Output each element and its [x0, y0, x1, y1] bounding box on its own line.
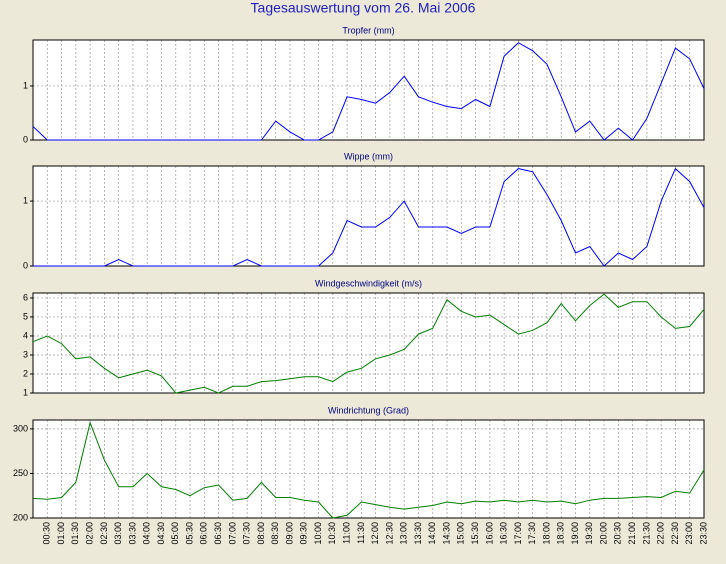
- x-tick-label: 11:30: [356, 522, 366, 544]
- x-tick-label: 17:00: [513, 522, 523, 545]
- y-tick-label: 6: [23, 292, 28, 302]
- x-tick-label: 14:30: [441, 522, 451, 545]
- x-tick-label: 22:30: [670, 522, 680, 545]
- x-tick-label: 05:00: [170, 522, 180, 545]
- data-line: [33, 167, 705, 267]
- x-tick-label: 06:30: [213, 522, 223, 545]
- x-tick-label: 03:00: [113, 522, 123, 545]
- y-tick-label: 1: [23, 195, 28, 205]
- y-tick-label: 5: [23, 311, 28, 321]
- x-tick-label: 14:00: [427, 522, 437, 545]
- data-line: [32, 42, 705, 141]
- x-tick-label: 09:30: [299, 522, 309, 545]
- x-tick-label: 07:00: [227, 522, 237, 545]
- x-tick-label: 04:00: [142, 522, 152, 545]
- plot-frame: [32, 165, 705, 267]
- x-tick-label: 06:00: [199, 522, 209, 545]
- x-tick-label: 08:30: [270, 522, 280, 545]
- x-tick-label: 16:00: [484, 522, 494, 545]
- y-tick-label: 1: [23, 387, 28, 397]
- y-tick-label: 200: [13, 512, 28, 522]
- x-tick-label: 23:00: [684, 522, 694, 545]
- plot-frame: [32, 292, 705, 394]
- x-tick-label: 09:00: [284, 522, 294, 545]
- x-tick-label: 07:30: [241, 522, 251, 545]
- y-tick-label: 250: [13, 468, 28, 478]
- x-tick-label: 11:00: [341, 522, 351, 544]
- x-tick-label: 01:00: [56, 522, 66, 545]
- x-tick-label: 13:00: [399, 522, 409, 545]
- x-tick-label: 15:00: [456, 522, 466, 545]
- y-tick-label: 2: [23, 368, 28, 378]
- plot-area: [32, 292, 705, 394]
- x-tick-label: 12:00: [370, 522, 380, 545]
- x-tick-label: 19:30: [584, 522, 594, 545]
- x-tick-label: 12:30: [384, 522, 394, 545]
- x-tick-label: 18:00: [541, 522, 551, 545]
- plot-area: [32, 419, 705, 519]
- x-tick-label: 02:30: [99, 522, 109, 545]
- x-tick-label: 21:30: [641, 522, 651, 545]
- data-line: [32, 293, 705, 394]
- y-tick-label: 3: [23, 349, 28, 359]
- x-tick-label: 00:30: [42, 522, 52, 545]
- panel-title: Windgeschwindigkeit (m/s): [315, 278, 422, 288]
- plot-frame: [32, 39, 705, 141]
- y-tick-label: 300: [13, 423, 28, 433]
- x-tick-label: 18:30: [556, 522, 566, 545]
- x-tick-label: 22:00: [656, 522, 666, 545]
- x-tick-label: 02:00: [84, 522, 94, 545]
- x-tick-label: 01:30: [70, 522, 80, 545]
- x-tick-label: 04:30: [156, 522, 166, 545]
- y-tick-label: 4: [23, 330, 28, 340]
- y-tick-label: 1: [23, 80, 28, 90]
- y-tick-label: 0: [23, 134, 28, 144]
- data-line: [32, 421, 705, 519]
- x-tick-label: 10:00: [313, 522, 323, 545]
- plot-area: [32, 39, 705, 141]
- x-tick-label: 10:30: [327, 522, 337, 545]
- plot-area: [32, 165, 705, 267]
- panel-title: Windrichtung (Grad): [328, 405, 409, 415]
- y-tick-label: 0: [23, 260, 28, 270]
- x-tick-label: 20:30: [613, 522, 623, 545]
- x-tick-label: 23:30: [698, 522, 708, 545]
- panel-title: Tropfer (mm): [342, 25, 394, 35]
- plot-frame: [32, 419, 705, 519]
- x-tick-label: 08:00: [256, 522, 266, 545]
- x-tick-label: 21:00: [627, 522, 637, 545]
- x-tick-label: 15:30: [470, 522, 480, 545]
- chart-title: Tagesauswertung vom 26. Mai 2006: [251, 0, 476, 16]
- x-tick-label: 05:30: [184, 522, 194, 545]
- x-tick-label: 20:00: [598, 522, 608, 545]
- x-tick-label: 13:30: [413, 522, 423, 545]
- x-tick-label: 19:00: [570, 522, 580, 545]
- x-tick-label: 17:30: [527, 522, 537, 545]
- x-tick-label: 16:30: [498, 522, 508, 545]
- x-tick-label: 03:30: [127, 522, 137, 545]
- panel-title: Wippe (mm): [344, 151, 393, 161]
